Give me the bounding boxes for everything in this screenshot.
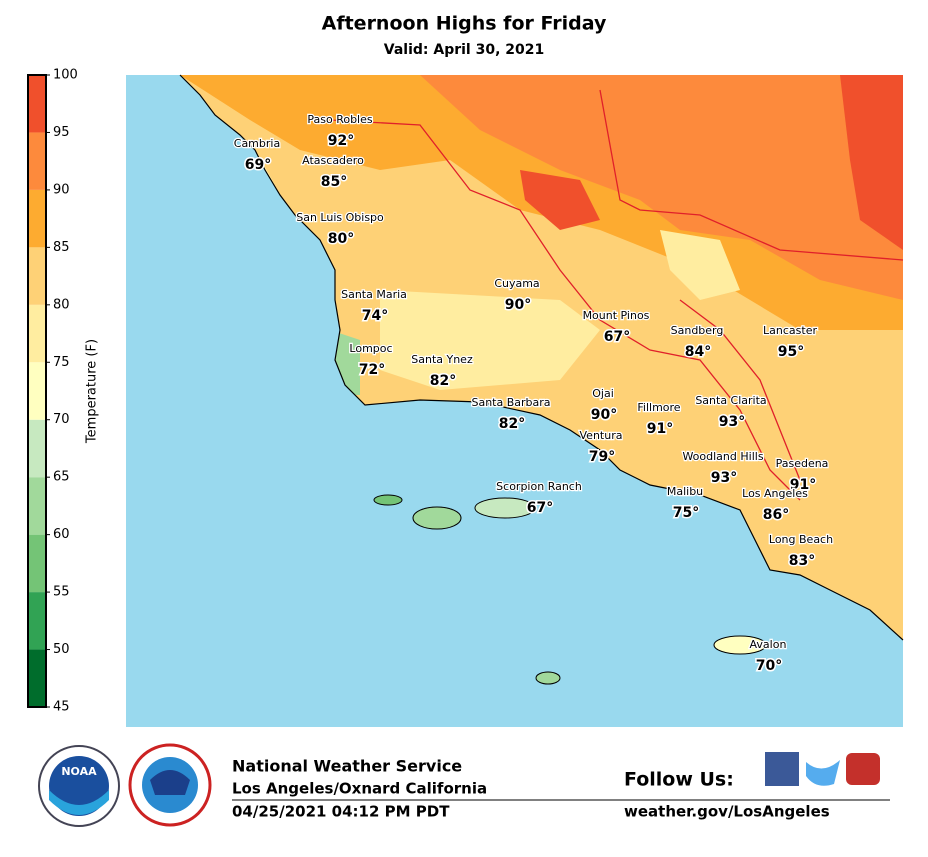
colorbar-tick-label: 55 [53, 585, 70, 600]
city-name: Mount Pinos [583, 309, 650, 322]
land [180, 75, 903, 640]
title: Afternoon Highs for Friday [322, 13, 607, 35]
colorbar-band [28, 534, 46, 593]
colorbar-tick-label: 100 [53, 68, 78, 83]
colorbar-tick-label: 65 [53, 470, 70, 485]
city-temp: 90° [591, 407, 617, 423]
city-temp: 85° [321, 174, 347, 190]
city-name: San Luis Obispo [296, 211, 384, 224]
city-name: Lompoc [349, 342, 392, 355]
colorbar: 45 50 55 60 65 70 75 80 85 90 95 100 [27, 68, 78, 715]
city-name: Atascadero [302, 154, 364, 167]
city-temp: 79° [589, 449, 615, 465]
city-temp: 86° [763, 507, 789, 523]
colorbar-tick-label: 50 [53, 642, 70, 657]
roads [329, 89, 904, 501]
city-name: Long Beach [769, 533, 833, 546]
colorbar-band [28, 419, 46, 478]
noaa-text: NOAA [61, 765, 97, 778]
city-temp: 92° [328, 133, 354, 149]
city-temp: 82° [430, 373, 456, 389]
city-name: Malibu [667, 485, 703, 498]
subtitle: Valid: April 30, 2021 [384, 42, 544, 58]
city-temp: 90° [505, 297, 531, 313]
colorbar-label: Temperature (F) [85, 339, 100, 444]
colorbar-frame [27, 74, 47, 708]
colorbar-tick-label: 60 [53, 527, 70, 542]
colorbar-tick-label: 45 [53, 700, 70, 715]
colorbar-band [28, 247, 46, 305]
city-temp: 80° [328, 231, 354, 247]
url[interactable]: weather.gov/LosAngeles [624, 803, 830, 821]
city-temp: 91° [790, 477, 816, 493]
colorbar-band [28, 304, 46, 363]
city-name: Ojai [592, 387, 614, 400]
city-temp: 75° [673, 505, 699, 521]
coastline [179, 74, 904, 641]
colorbar-tick-label: 90 [53, 182, 70, 197]
colorbar-band [28, 132, 46, 190]
city-name: Los Angeles [742, 487, 808, 500]
city-temp: 93° [711, 470, 737, 486]
city-name: Scorpion Ranch [496, 480, 582, 493]
facebook-icon[interactable] [765, 752, 799, 786]
city-name: Cuyama [494, 277, 539, 290]
city-name: Paso Robles [307, 113, 373, 126]
city-temp: 93° [719, 414, 745, 430]
city-name: Cambria [234, 137, 280, 150]
city-name: Woodland Hills [682, 450, 763, 463]
city-temp: 84° [685, 344, 711, 360]
youtube-icon[interactable] [846, 753, 880, 785]
city-name: Ventura [580, 429, 623, 442]
islands [373, 494, 767, 685]
city-temp: 70° [756, 658, 782, 674]
colorbar-tick-label: 80 [53, 297, 70, 312]
colorbar-band [28, 362, 46, 420]
city-temp: 91° [647, 421, 673, 437]
city-name: Lancaster [763, 324, 817, 337]
agency: National Weather Service [232, 757, 462, 776]
city-name: Sandberg [671, 324, 724, 337]
city-name: Fillmore [637, 401, 680, 414]
colorbar-tick-label: 85 [53, 240, 70, 255]
city-name: Santa Maria [341, 288, 407, 301]
issued: 04/25/2021 04:12 PM PDT [232, 803, 450, 821]
city-name: Santa Barbara [471, 396, 550, 409]
city-temp: 67° [604, 329, 630, 345]
office: Los Angeles/Oxnard California [232, 780, 487, 798]
colorbar-band [28, 649, 46, 707]
city-name: Pasedena [776, 457, 829, 470]
cities: Paso Robles 92° Cambria 69° Atascadero 85° San… [233, 112, 835, 676]
colorbar-band [28, 592, 46, 650]
colorbar-tick-label: 75 [53, 355, 70, 370]
noaa-logo: NOAA [38, 745, 120, 827]
city-temp: 82° [499, 416, 525, 432]
colorbar-band [28, 75, 46, 133]
city-temp: 95° [778, 344, 804, 360]
colorbar-band [28, 477, 46, 535]
nws-logo [128, 743, 212, 827]
city-temp: 74° [362, 308, 388, 324]
follow: Follow Us: [624, 769, 734, 791]
city-temp: 69° [245, 157, 271, 173]
city-temp: 67° [527, 500, 553, 516]
city-name: Santa Clarita [695, 394, 766, 407]
city-name: Avalon [750, 638, 787, 651]
colorbar-tick-label: 70 [53, 412, 70, 427]
city-name: Santa Ynez [411, 353, 473, 366]
twitter-icon[interactable] [806, 760, 840, 786]
city-temp: 83° [789, 553, 815, 569]
city-temp: 72° [359, 362, 385, 378]
colorbar-band [28, 189, 46, 248]
colorbar-tick-label: 95 [53, 125, 70, 140]
